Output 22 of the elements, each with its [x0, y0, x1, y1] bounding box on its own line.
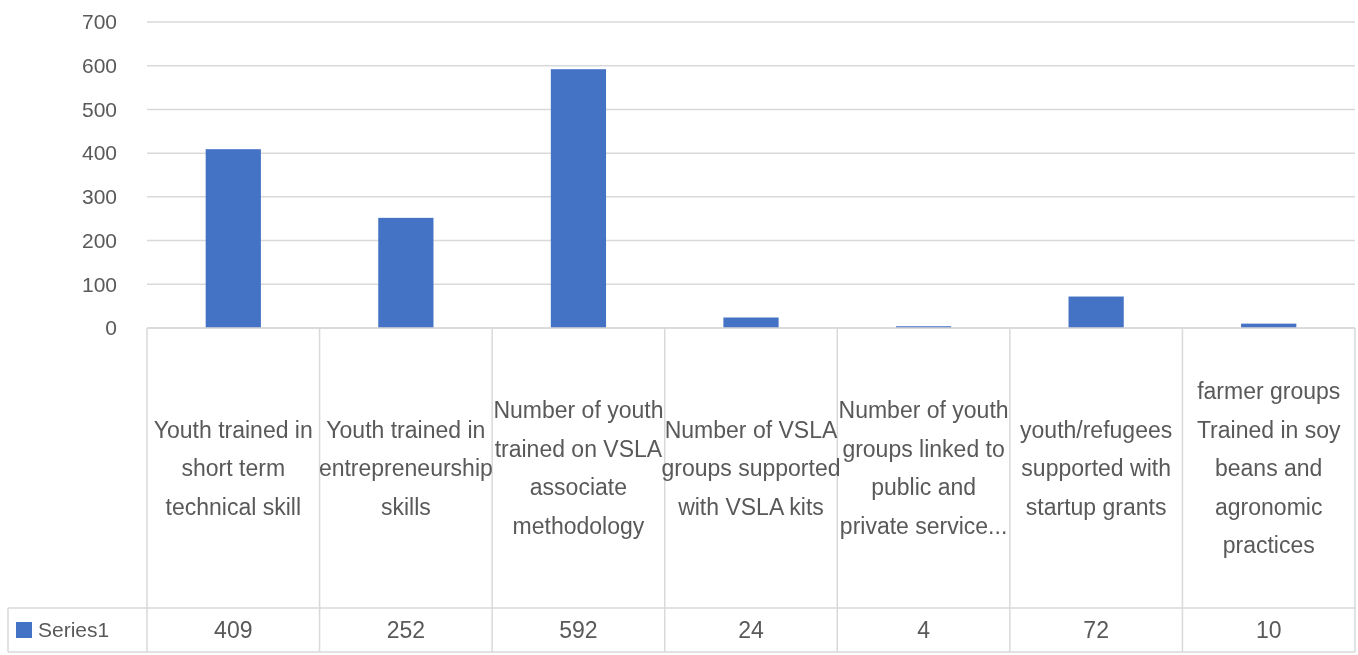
data-label: 409: [214, 617, 253, 644]
data-label: 592: [559, 617, 598, 644]
x-tick-label: farmer groups Trained in soy beans and agronomic practices: [1196, 378, 1342, 559]
data-label: 4: [917, 617, 931, 644]
y-tick-label: 0: [105, 316, 117, 340]
data-label: 72: [1083, 617, 1109, 644]
y-tick-label: 100: [81, 272, 117, 296]
x-tick-label: Youth trained in entrepreneurship skills: [318, 416, 493, 520]
y-tick-label: 500: [81, 97, 117, 121]
data-label: 252: [386, 617, 426, 644]
x-tick-label: Number of VSLA groups supported with VSLA kits: [661, 416, 841, 520]
y-tick-label: 700: [81, 10, 117, 34]
y-tick-label: 300: [81, 185, 117, 209]
x-tick-label: Youth trained in short term technical skill: [153, 416, 313, 520]
y-tick-label: 600: [81, 54, 117, 78]
data-label: 10: [1255, 617, 1282, 644]
x-tick-label: Number of youth groups linked to public and private service...: [838, 397, 1009, 539]
x-tick-label: youth/refugees supported with startup grants: [1020, 416, 1173, 520]
y-tick-label: 200: [81, 228, 117, 252]
legend-label: Series1: [38, 618, 110, 642]
y-tick-label: 400: [81, 141, 117, 165]
data-label: 24: [738, 617, 764, 644]
